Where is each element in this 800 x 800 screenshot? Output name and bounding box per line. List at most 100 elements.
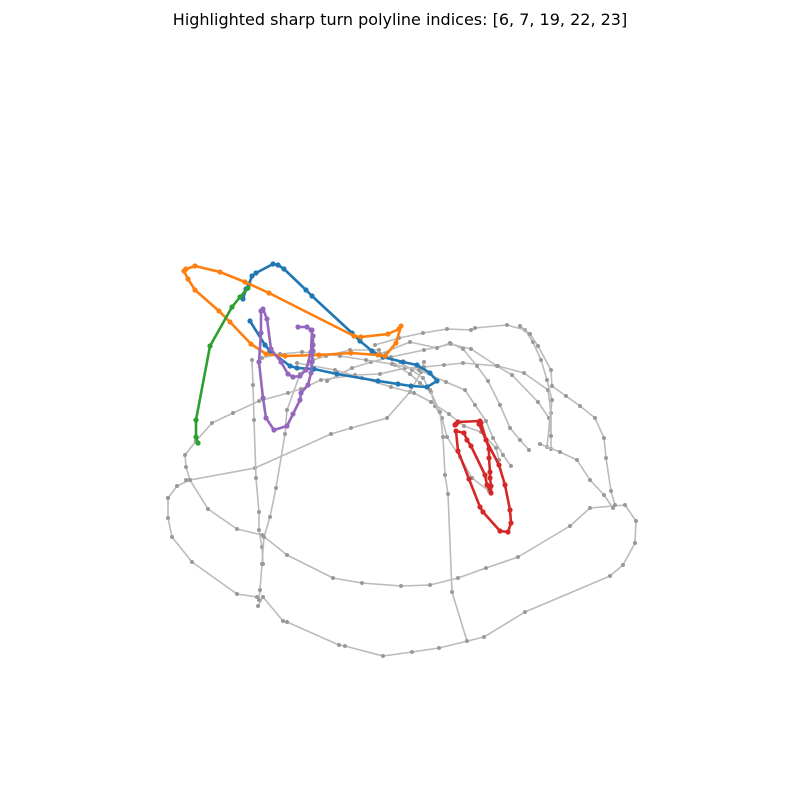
data-point <box>486 379 490 383</box>
data-point <box>262 342 268 348</box>
data-point <box>482 472 488 478</box>
data-point <box>602 436 606 440</box>
data-point <box>295 324 301 330</box>
data-point <box>494 446 498 450</box>
data-point <box>260 562 264 566</box>
data-point <box>429 400 433 404</box>
data-point <box>484 566 488 570</box>
data-point <box>364 358 368 362</box>
data-point <box>461 361 465 365</box>
data-point <box>357 338 363 344</box>
series-line <box>251 359 264 565</box>
data-point <box>242 279 248 285</box>
data-point <box>453 428 459 434</box>
data-point <box>418 381 422 385</box>
data-point <box>438 410 442 414</box>
data-point <box>210 421 214 425</box>
data-point <box>536 400 540 404</box>
data-point <box>464 437 470 443</box>
data-point <box>508 520 514 526</box>
data-point <box>285 553 289 557</box>
data-point <box>329 432 333 436</box>
data-point <box>443 473 447 477</box>
data-point <box>549 368 553 372</box>
data-point <box>609 489 613 493</box>
data-point <box>549 434 553 438</box>
data-point <box>588 478 592 482</box>
data-point <box>271 427 277 433</box>
data-point <box>287 363 293 369</box>
background-polyline-12 <box>518 324 617 507</box>
data-point <box>408 383 414 389</box>
data-point <box>491 436 495 440</box>
data-point <box>257 510 261 514</box>
data-point <box>550 398 554 402</box>
data-point <box>408 340 412 344</box>
data-point <box>245 285 251 291</box>
data-point <box>469 328 473 332</box>
data-point <box>611 506 615 510</box>
data-point <box>469 347 473 351</box>
data-point <box>480 509 486 515</box>
data-point <box>258 588 262 592</box>
data-point <box>455 448 461 454</box>
data-point <box>501 453 505 457</box>
data-point <box>281 266 287 272</box>
data-point <box>399 584 403 588</box>
background-polyline-9 <box>378 340 531 452</box>
data-point <box>422 348 426 352</box>
data-point <box>545 378 549 382</box>
data-point <box>385 416 389 420</box>
data-point <box>235 527 239 531</box>
data-point <box>310 333 316 339</box>
data-point <box>633 541 637 545</box>
data-point <box>170 535 174 539</box>
data-point <box>508 426 512 430</box>
series-line <box>258 349 380 601</box>
data-point <box>575 458 579 462</box>
data-point <box>229 304 235 310</box>
data-point <box>282 353 288 359</box>
data-point <box>523 610 527 614</box>
data-point <box>350 366 354 370</box>
data-point <box>251 383 255 387</box>
data-point <box>305 382 311 388</box>
data-point <box>518 324 522 328</box>
data-point <box>450 590 454 594</box>
data-point <box>502 482 508 488</box>
data-point <box>448 341 452 345</box>
data-point <box>260 395 266 401</box>
highlighted-polyline-18 <box>193 285 251 446</box>
data-point <box>621 563 625 567</box>
data-point <box>395 381 401 387</box>
data-point <box>437 646 441 650</box>
data-point <box>252 418 256 422</box>
data-point <box>634 519 638 523</box>
data-point <box>358 334 364 340</box>
data-point <box>253 270 259 276</box>
background-polyline-13 <box>538 442 615 510</box>
data-point <box>483 437 489 443</box>
data-point <box>496 462 502 468</box>
data-point <box>192 263 198 269</box>
data-point <box>249 273 255 279</box>
data-point <box>260 306 266 312</box>
data-point <box>343 644 347 648</box>
data-point <box>193 417 199 423</box>
data-point <box>309 359 315 365</box>
data-point <box>310 342 316 348</box>
series-line <box>195 362 552 450</box>
data-point <box>518 438 522 442</box>
highlighted-polyline-16 <box>240 261 440 390</box>
data-point <box>510 373 514 377</box>
data-point <box>444 380 448 384</box>
data-point <box>456 576 460 580</box>
data-point <box>608 574 612 578</box>
data-point <box>237 294 243 300</box>
background-polyline-6 <box>257 348 381 602</box>
data-point <box>257 598 261 602</box>
data-point <box>463 388 467 392</box>
data-point <box>263 415 269 421</box>
data-point <box>166 516 170 520</box>
